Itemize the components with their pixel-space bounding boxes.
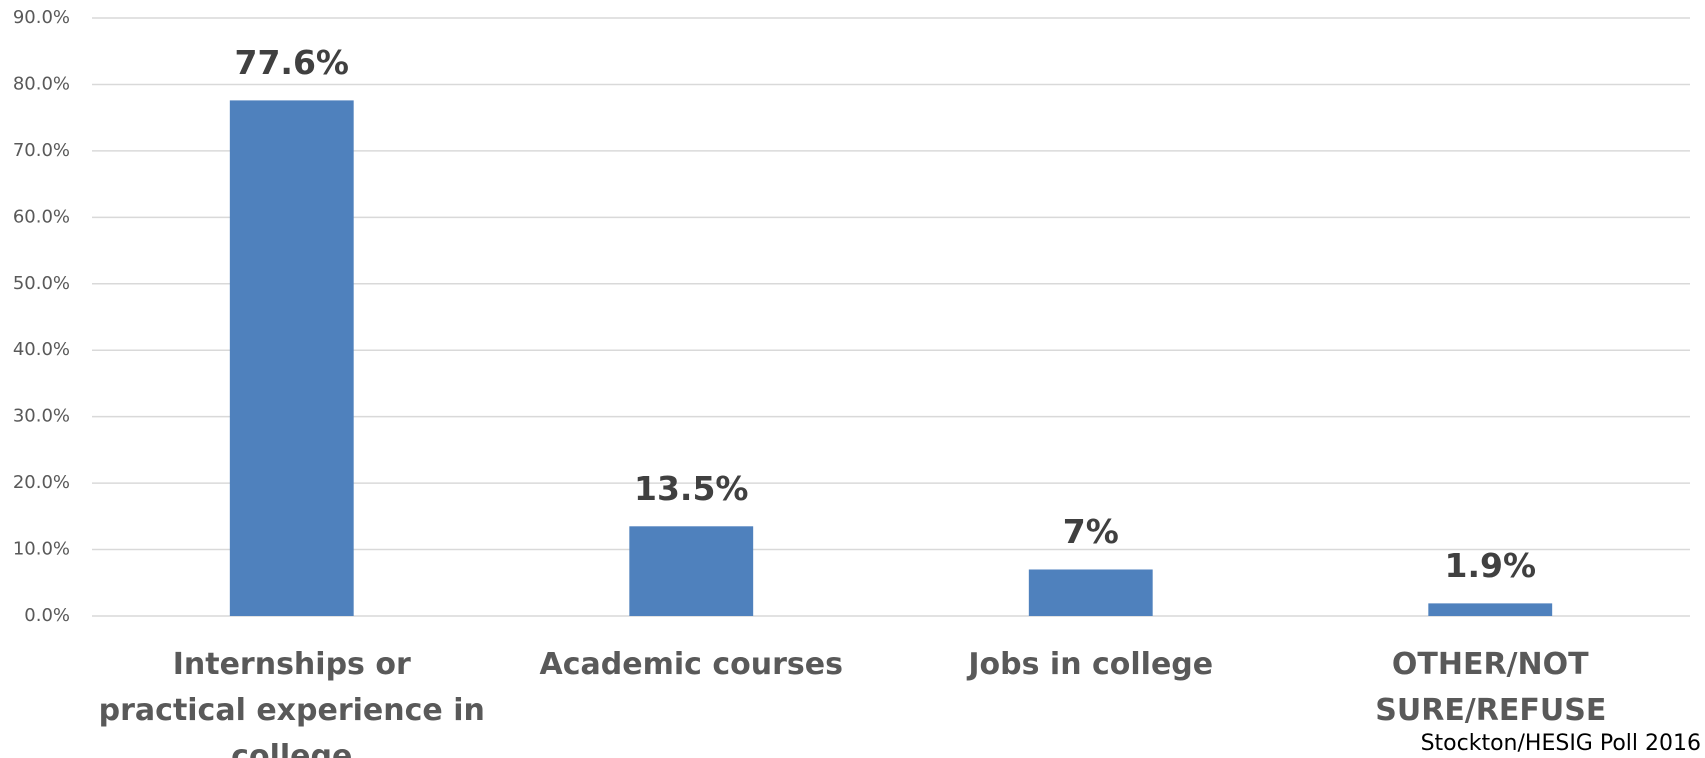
bar [229, 100, 354, 616]
x-tick-label: Jobs in college [968, 647, 1214, 682]
y-tick-label: 60.0% [13, 206, 70, 227]
bar [1028, 569, 1153, 616]
y-tick-label: 40.0% [13, 339, 70, 360]
x-tick-label: Academic courses [539, 647, 843, 682]
x-tick-label: Internships or practical experience in c… [98, 647, 485, 758]
y-tick-label: 0.0% [24, 605, 70, 626]
value-label: 77.6% [235, 43, 350, 82]
y-tick-label: 90.0% [13, 7, 70, 28]
y-tick-label: 70.0% [13, 140, 70, 161]
bar [1428, 603, 1553, 616]
source-note: Stockton/HESIG Poll 2016 [1420, 731, 1701, 756]
y-tick-label: 80.0% [13, 73, 70, 94]
value-label: 7% [1063, 512, 1119, 551]
bar [629, 526, 754, 616]
y-tick-label: 20.0% [13, 472, 70, 493]
x-tick-label: OTHER/NOT SURE/REFUSE [1375, 647, 1607, 728]
y-tick-label: 10.0% [13, 539, 70, 560]
y-tick-label: 30.0% [13, 406, 70, 427]
y-tick-label: 50.0% [13, 273, 70, 294]
value-label: 1.9% [1444, 546, 1536, 585]
value-label: 13.5% [634, 469, 749, 508]
